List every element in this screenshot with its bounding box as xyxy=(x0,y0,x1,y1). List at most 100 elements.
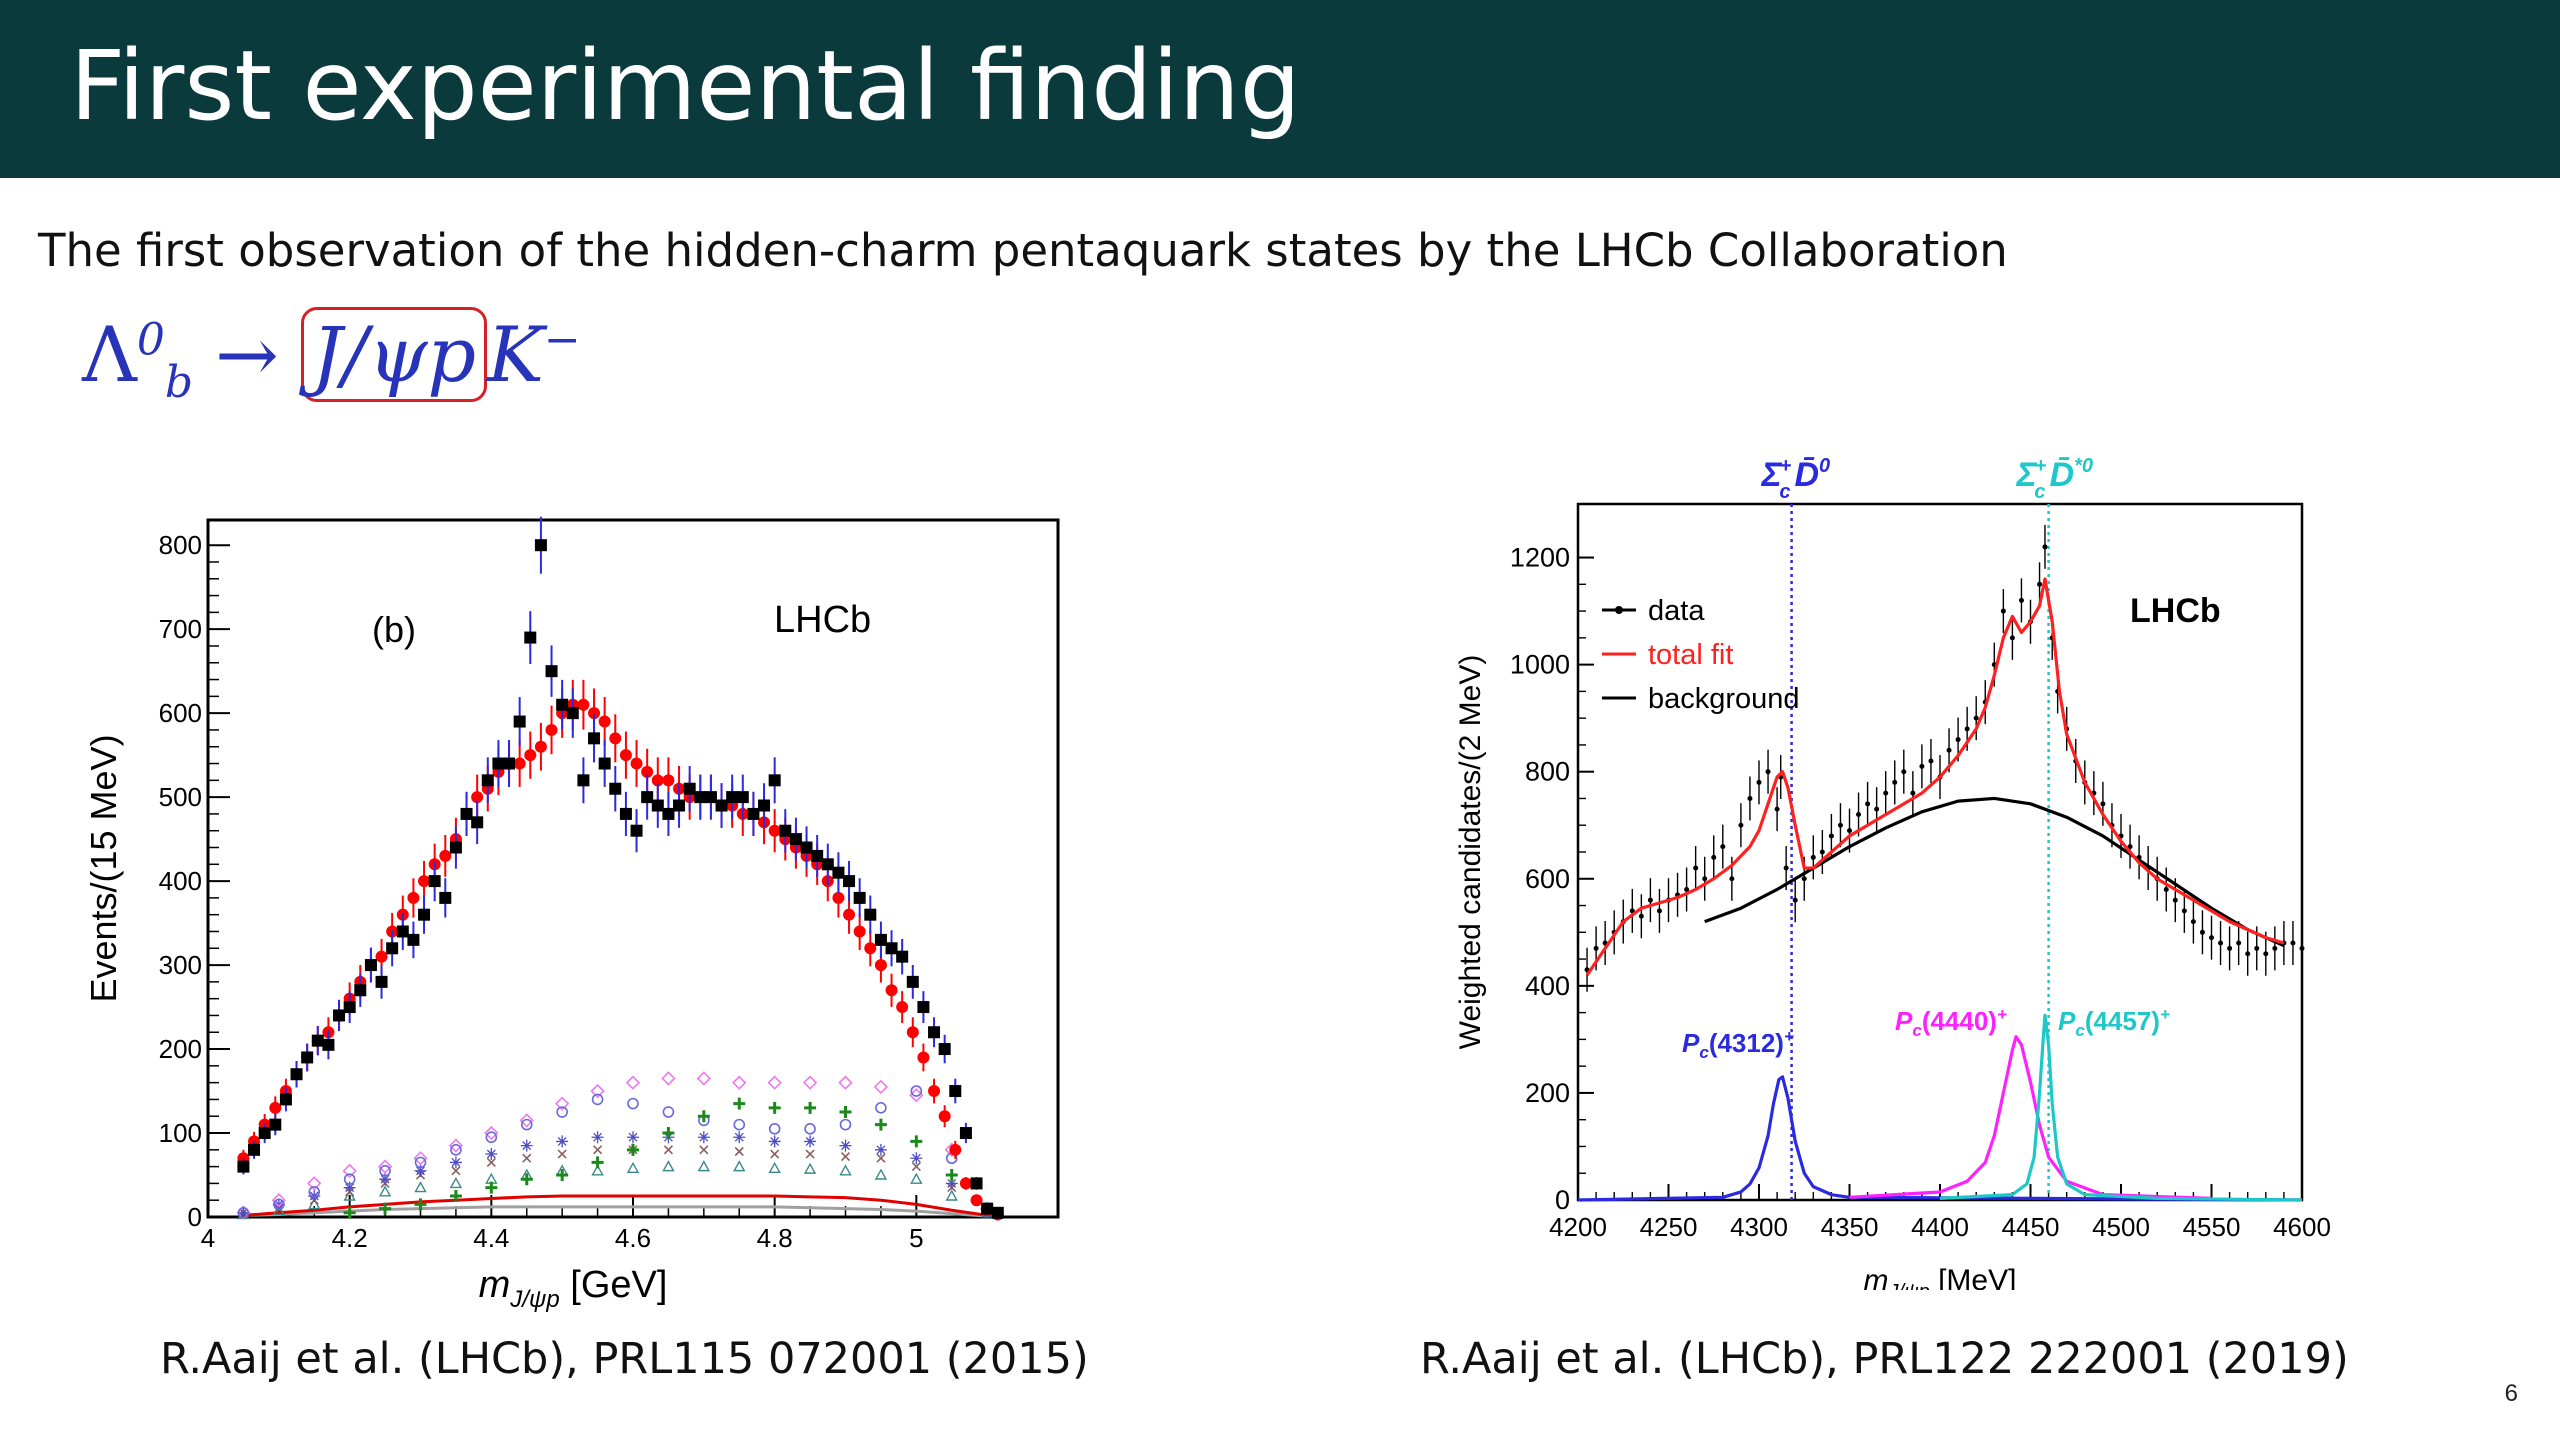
page-number: 6 xyxy=(2504,1380,2518,1407)
data-point xyxy=(2100,801,2106,807)
series-pc-4457-- xyxy=(1939,1013,2303,1202)
data-point xyxy=(910,1135,923,1148)
x-tick-label: 4.4 xyxy=(473,1223,509,1253)
data-point xyxy=(1946,747,1952,753)
data-point xyxy=(2163,886,2169,892)
data-point xyxy=(524,749,537,762)
data-point xyxy=(609,782,622,795)
data-point xyxy=(734,1146,744,1157)
y-tick-label: 500 xyxy=(159,782,202,812)
data-point xyxy=(767,1075,782,1090)
y-tick-label: 400 xyxy=(159,866,202,896)
data-point xyxy=(1729,876,1735,882)
data-point xyxy=(1964,726,1970,732)
data-point xyxy=(520,1118,533,1131)
data-point xyxy=(1801,876,1807,882)
data-point xyxy=(609,732,622,745)
data-point xyxy=(577,698,590,711)
data-point xyxy=(917,1051,930,1064)
data-point xyxy=(237,1206,250,1219)
data-point xyxy=(906,1026,919,1039)
data-point xyxy=(1910,790,1916,796)
data-point xyxy=(874,1168,888,1180)
y-tick-label: 1200 xyxy=(1510,543,1570,573)
data-point xyxy=(843,908,856,921)
slide-title: First experimental finding xyxy=(70,30,1301,142)
data-point xyxy=(484,1125,499,1141)
data-point xyxy=(662,1127,675,1140)
data-point xyxy=(768,1135,781,1148)
peak-label-0: Pc(4312)+ xyxy=(1682,1027,1794,1062)
data-point xyxy=(732,1075,747,1090)
data-point xyxy=(874,933,887,946)
data-point xyxy=(308,1190,321,1203)
data-point xyxy=(503,757,516,770)
series-total-fit xyxy=(1585,577,2285,977)
data-point xyxy=(747,807,760,820)
data-point xyxy=(768,824,781,837)
citation-right: R.Aaij et al. (LHCb), PRL122 222001 (201… xyxy=(1420,1334,2349,1384)
formula-lambda-sub: b xyxy=(164,357,194,409)
data-point xyxy=(1747,795,1753,801)
data-point xyxy=(591,1093,604,1106)
data-point xyxy=(343,1189,356,1201)
data-point xyxy=(838,1075,853,1090)
data-point xyxy=(779,824,792,837)
data-point xyxy=(699,1145,709,1155)
data-point xyxy=(237,1160,250,1173)
data-point xyxy=(821,858,834,871)
x-tick-label: 4.8 xyxy=(757,1223,793,1253)
series-5 xyxy=(237,1131,994,1219)
y-axis-label: Events/(15 MeV) xyxy=(83,734,124,1002)
data-point xyxy=(2000,608,2006,614)
data-point xyxy=(839,1106,852,1119)
data-point xyxy=(627,1131,639,1144)
y-tick-label: 0 xyxy=(1555,1185,1570,1215)
formula-kaon-sup: − xyxy=(543,314,581,366)
formula-lambda-sup: 0 xyxy=(136,314,165,366)
data-point xyxy=(2190,919,2196,925)
data-point xyxy=(804,1123,816,1135)
data-point xyxy=(557,1149,567,1159)
data-point xyxy=(2209,935,2214,941)
data-point xyxy=(758,799,771,812)
series-background xyxy=(1704,796,2285,948)
chart-right-2019: 4200 4250 4300 4350 4400 4450 4500 4550 4600 0 200… xyxy=(1454,455,2331,1290)
data-point xyxy=(1656,908,1662,914)
data-point xyxy=(308,1186,321,1198)
data-point xyxy=(626,1161,640,1173)
data-point xyxy=(333,1009,346,1022)
data-point xyxy=(308,1197,321,1210)
data-point xyxy=(307,1176,322,1191)
data-point xyxy=(449,1176,463,1189)
data-point xyxy=(566,707,579,720)
data-point xyxy=(945,1177,958,1190)
data-point xyxy=(661,1071,676,1086)
data-point xyxy=(414,1198,427,1211)
data-point xyxy=(343,1181,356,1194)
data-point xyxy=(1856,812,1862,818)
data-point xyxy=(413,1151,428,1166)
data-point xyxy=(2172,897,2178,903)
data-point xyxy=(386,942,399,955)
y-tick-label: 1000 xyxy=(1510,650,1570,680)
data-point xyxy=(704,791,717,804)
data-point xyxy=(1892,779,1898,785)
data-point xyxy=(439,891,452,904)
data-point xyxy=(248,1143,261,1156)
x-tick-label: 4300 xyxy=(1730,1212,1788,1242)
data-point xyxy=(2272,945,2278,951)
data-point xyxy=(1837,822,1843,828)
series-0 xyxy=(237,516,1004,1219)
data-point xyxy=(556,698,569,711)
data-point xyxy=(2018,597,2024,603)
data-point xyxy=(375,950,388,963)
data-point xyxy=(364,959,377,972)
data-point xyxy=(407,891,420,904)
data-point xyxy=(673,799,686,812)
citation-left: R.Aaij et al. (LHCb), PRL115 072001 (201… xyxy=(160,1334,1089,1384)
data-point xyxy=(271,1193,286,1208)
data-point xyxy=(804,1101,817,1114)
data-point xyxy=(448,1138,464,1153)
panel-tag: (b) xyxy=(372,609,416,650)
